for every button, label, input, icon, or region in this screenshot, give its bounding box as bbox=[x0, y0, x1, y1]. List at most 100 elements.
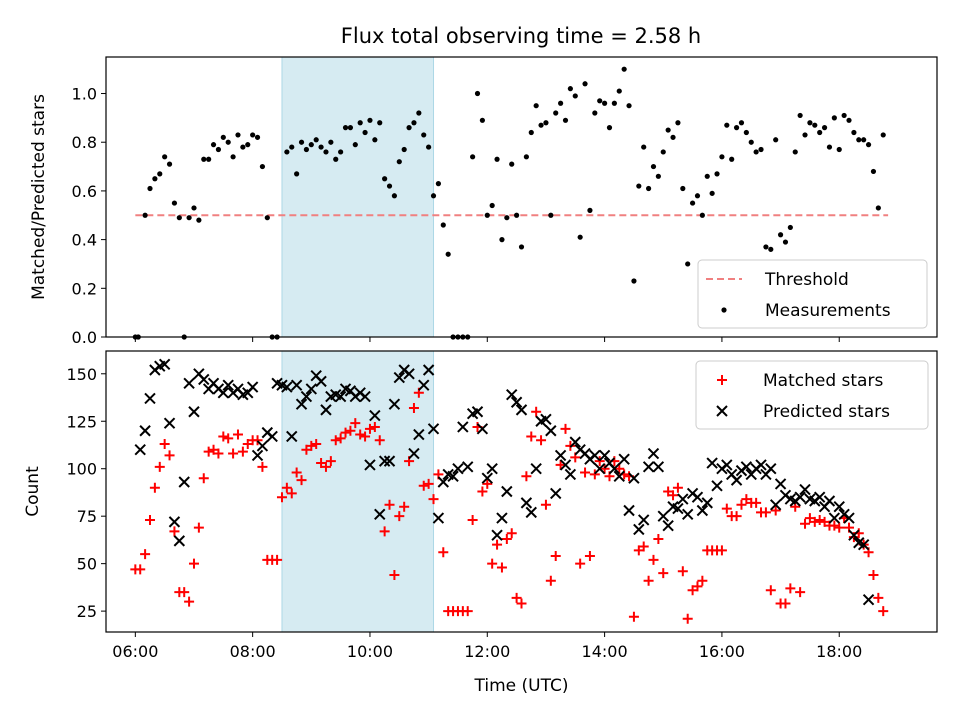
measurement-point bbox=[582, 81, 588, 87]
matched-star-point bbox=[829, 520, 840, 531]
measurement-point bbox=[191, 205, 197, 211]
matched-star-point bbox=[575, 558, 586, 569]
matched-star-point bbox=[770, 505, 781, 516]
predicted-star-point bbox=[706, 457, 718, 469]
matched-star-point bbox=[325, 456, 336, 467]
measurement-point bbox=[846, 117, 852, 123]
predicted-star-point bbox=[168, 516, 181, 528]
matched-star-point bbox=[492, 539, 503, 550]
y-tick-label: 0.0 bbox=[72, 328, 97, 347]
predicted-star-point bbox=[554, 449, 567, 462]
y-tick-label: 100 bbox=[66, 460, 97, 479]
predicted-star-point bbox=[437, 476, 449, 488]
matched-star-point bbox=[140, 549, 151, 560]
measurement-point bbox=[548, 212, 554, 218]
predicted-star-point bbox=[545, 425, 557, 437]
predicted-star-point bbox=[163, 417, 176, 429]
measurement-point bbox=[626, 103, 632, 109]
measurement-point bbox=[303, 146, 310, 153]
matched-star-point bbox=[394, 511, 405, 522]
y-tick-label: 150 bbox=[66, 365, 97, 384]
matched-star-point bbox=[550, 551, 561, 562]
measurement-point bbox=[670, 134, 676, 140]
predicted-star-point bbox=[486, 463, 498, 475]
predicted-star-point bbox=[246, 381, 259, 393]
predicted-star-point bbox=[418, 379, 430, 391]
predicted-star-point bbox=[173, 535, 186, 547]
predicted-star-point bbox=[833, 500, 845, 513]
measurement-point bbox=[152, 176, 158, 182]
measurement-point bbox=[406, 125, 412, 131]
measurement-point bbox=[254, 134, 261, 140]
predicted-star-point bbox=[637, 514, 650, 526]
measurement-point bbox=[641, 144, 647, 150]
measurement-point bbox=[215, 146, 222, 153]
matched-star-point bbox=[144, 514, 155, 525]
matched-star-point bbox=[785, 583, 796, 594]
predicted-star-point bbox=[857, 538, 870, 551]
matched-star-point bbox=[482, 478, 493, 489]
measurement-point bbox=[724, 122, 730, 128]
matched-star-point bbox=[614, 463, 625, 474]
measurement-point bbox=[318, 144, 324, 150]
measurement-point bbox=[357, 120, 363, 126]
matched-star-point bbox=[423, 478, 434, 489]
predicted-star-point bbox=[672, 502, 684, 515]
predicted-star-point bbox=[290, 379, 303, 391]
legend-matched-swatch bbox=[717, 375, 727, 385]
predicted-star-point bbox=[848, 529, 860, 541]
predicted-star-point bbox=[613, 470, 625, 483]
y-tick-label: 50 bbox=[77, 555, 97, 574]
measurement-point bbox=[621, 66, 627, 72]
measurement-point bbox=[773, 137, 779, 143]
matched-star-point bbox=[438, 547, 449, 558]
predicted-star-point bbox=[427, 423, 440, 435]
legend-box bbox=[697, 259, 928, 329]
predicted-star-point bbox=[281, 381, 293, 393]
matched-star-point bbox=[545, 575, 556, 586]
predicted-star-point bbox=[550, 487, 562, 500]
matched-star-point bbox=[154, 461, 165, 472]
measurement-point bbox=[313, 137, 319, 143]
matched-star-point bbox=[232, 429, 243, 440]
measurement-point bbox=[611, 100, 617, 106]
matched-star-point bbox=[462, 606, 473, 617]
y-tick-label: 0.6 bbox=[72, 182, 97, 201]
measurement-point bbox=[235, 132, 241, 138]
measurement-point bbox=[797, 112, 803, 119]
measurement-point bbox=[509, 161, 515, 167]
measurement-point bbox=[421, 132, 427, 138]
measurement-point bbox=[284, 149, 290, 155]
predicted-star-point bbox=[677, 493, 689, 505]
y-tick-label: 75 bbox=[77, 507, 97, 526]
legend-label: Measurements bbox=[765, 301, 891, 321]
measurement-point bbox=[704, 173, 710, 179]
measurement-point bbox=[259, 163, 266, 170]
measurement-point bbox=[719, 154, 725, 160]
matched-star-point bbox=[643, 575, 654, 586]
matched-star-point bbox=[335, 433, 346, 444]
measurement-point bbox=[562, 117, 569, 123]
measurement-point bbox=[220, 134, 226, 140]
measurement-point bbox=[733, 125, 740, 131]
measurement-point bbox=[655, 173, 661, 179]
measurement-point bbox=[386, 183, 393, 189]
matched-star-point bbox=[364, 423, 375, 434]
measurement-point bbox=[865, 142, 872, 148]
measurement-point bbox=[328, 139, 334, 145]
measurement-point bbox=[650, 163, 657, 170]
y-tick-label: 1.0 bbox=[72, 85, 97, 104]
matched-star-point bbox=[809, 516, 820, 527]
measurement-point bbox=[768, 246, 774, 252]
matched-star-point bbox=[198, 473, 209, 484]
matched-star-point bbox=[536, 435, 547, 446]
matched-star-point bbox=[672, 482, 683, 493]
measurement-point bbox=[308, 142, 314, 148]
matched-star-point bbox=[389, 570, 400, 581]
predicted-star-point bbox=[843, 512, 855, 524]
y-tick-label: 0.8 bbox=[72, 133, 97, 152]
measurement-point bbox=[210, 142, 217, 148]
measurement-point bbox=[567, 86, 573, 92]
matched-star-point bbox=[487, 558, 498, 569]
measurement-point bbox=[382, 176, 388, 182]
